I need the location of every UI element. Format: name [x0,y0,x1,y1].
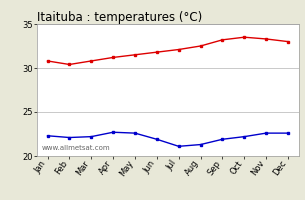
Text: Itaituba : temperatures (°C): Itaituba : temperatures (°C) [37,11,202,24]
Text: www.allmetsat.com: www.allmetsat.com [42,145,110,151]
